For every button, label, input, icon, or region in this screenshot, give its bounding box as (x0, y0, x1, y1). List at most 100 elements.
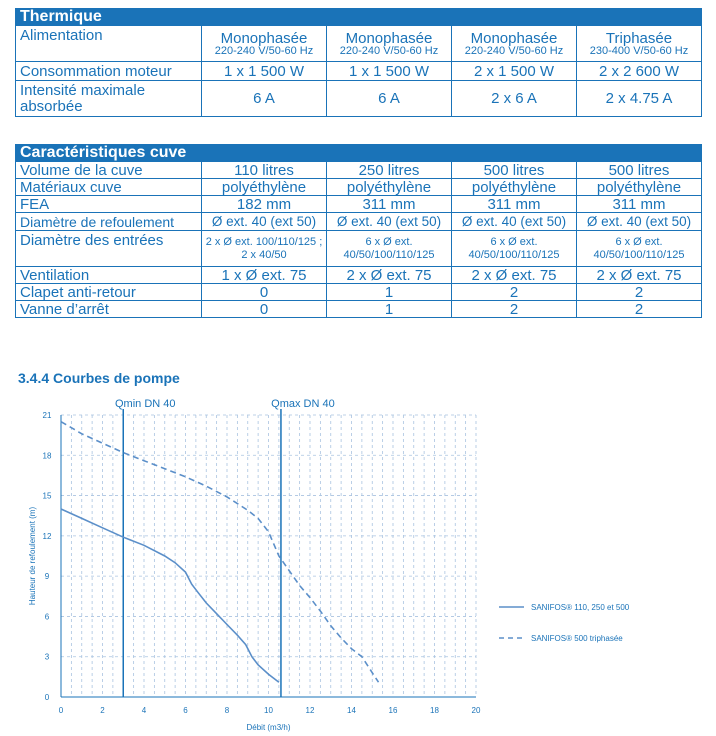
table-cell: 500 litres (451, 161, 577, 179)
table-cell: 6 x Ø ext. 40/50/100/110/125 (451, 230, 577, 267)
table-cell: 311 mm (451, 195, 577, 213)
reference-line-label: Qmin DN 40 (115, 398, 176, 410)
y-tick-label: 18 (43, 451, 52, 460)
x-tick-label: 12 (306, 706, 315, 715)
table-row: Intensité maximale absorbée 6 A 6 A 2 x … (15, 80, 703, 117)
table-cell: 1 (326, 283, 452, 301)
table-cell: 2 (451, 283, 577, 301)
reference-lines: Qmin DN 40 Qmax DN 40 (115, 398, 335, 697)
x-tick-label: 16 (389, 706, 398, 715)
table-cell: Ø ext. 40 (ext 50) (576, 212, 702, 231)
legend-label: SANIFOS® 110, 250 et 500 (531, 603, 630, 612)
row-label: Volume de la cuve (15, 161, 202, 179)
table-cell: 2 (576, 283, 702, 301)
y-tick-label: 6 (45, 612, 50, 621)
table-cell: 6 A (201, 80, 327, 117)
table-cell: 1 x 1 500 W (201, 61, 327, 81)
table-cell: Ø ext. 40 (ext 50) (451, 212, 577, 231)
y-tick-label: 3 (45, 653, 50, 662)
row-label: Alimentation (15, 25, 202, 62)
table-cell: polyéthylène (201, 178, 327, 196)
thermique-header-row: Thermique (14, 8, 703, 26)
pump-curve-chart: 0 2 4 6 8 10 12 14 16 18 20 0 3 6 9 12 15 18 21 Débit (m3/h… (28, 398, 630, 732)
table-cell: 2 (576, 300, 702, 318)
table-row: Vanne d’arrêt 0 1 2 2 (15, 300, 702, 318)
table-cell: 6 A (326, 80, 452, 117)
cell-main: Triphasée (605, 29, 673, 47)
x-tick-label: 10 (264, 706, 273, 715)
section-title: 3.4.4 Courbes de pompe (18, 370, 180, 386)
table-row: Matériaux cuve polyéthylène polyéthylène… (15, 178, 702, 196)
table-cell: 2 x Ø ext. 75 (451, 266, 577, 284)
cell-main: Monophasée (220, 29, 308, 47)
table-cell: 2 x 1 500 W (451, 61, 577, 81)
cell-sub: 220-240 V/50-60 Hz (214, 44, 314, 57)
table-cell: 1 x Ø ext. 75 (201, 266, 327, 284)
table-cell: polyéthylène (451, 178, 577, 196)
table-row: FEA 182 mm 311 mm 311 mm 311 mm (15, 195, 702, 213)
row-label: Diamètre de refoulement (15, 212, 202, 231)
y-tick-label: 9 (45, 572, 50, 581)
cuve-title: Caractéristiques cuve (15, 144, 702, 162)
y-tick-label: 15 (43, 492, 52, 501)
cell-sub: 220-240 V/50-60 Hz (464, 44, 564, 57)
cell-main: Monophasée (345, 29, 433, 47)
table-cell: 2 x 4.75 A (575, 80, 703, 117)
y-tick-label: 21 (43, 411, 52, 420)
table-cell: 2 x Ø ext. 75 (326, 266, 452, 284)
table-cell: 2 x 6 A (451, 80, 577, 117)
table-cell: Ø ext. 40 (ext 50) (326, 212, 452, 231)
y-tick-label: 12 (43, 532, 52, 541)
table-cell: 0 (201, 283, 327, 301)
x-tick-label: 6 (183, 706, 188, 715)
row-label: Matériaux cuve (15, 178, 202, 196)
row-label: Clapet anti-retour (15, 283, 202, 301)
table-cell: 6 x Ø ext. 40/50/100/110/125 (576, 230, 702, 267)
table-cell: polyéthylène (576, 178, 702, 196)
x-tick-label: 14 (347, 706, 356, 715)
x-axis-label: Débit (m3/h) (246, 723, 290, 732)
legend-label: SANIFOS® 500 triphasée (531, 634, 623, 643)
table-cell: 0 (201, 300, 327, 318)
table-cell: polyéthylène (326, 178, 452, 196)
table-cell: 1 (326, 300, 452, 318)
table-cell: 250 litres (326, 161, 452, 179)
table-cell: 311 mm (576, 195, 702, 213)
series-line (60, 508, 280, 683)
table-cell: 6 x Ø ext. 40/50/100/110/125 (326, 230, 452, 267)
thermique-title: Thermique (14, 8, 703, 26)
thermique-table: Thermique Alimentation Monophasée 220-240… (14, 8, 703, 117)
x-tick-label: 8 (225, 706, 230, 715)
table-row: Alimentation Monophasée 220-240 V/50-60 H… (15, 25, 703, 62)
table-row: Diamètre des entrées 2 x Ø ext. 100/110/… (15, 230, 702, 267)
table-cell: 2 x 2 600 W (575, 61, 703, 81)
table-cell: 2 x Ø ext. 100/110/125 ; 2 x 40/50 (201, 230, 327, 267)
chart-legend: SANIFOS® 110, 250 et 500 SANIFOS® 500 tri… (499, 603, 630, 643)
y-axis-label: Hauteur de refoulement (m) (28, 507, 37, 606)
x-tick-label: 4 (142, 706, 147, 715)
row-label: Consommation moteur (15, 61, 202, 81)
table-cell: 311 mm (326, 195, 452, 213)
x-tick-label: 20 (472, 706, 481, 715)
table-row: Ventilation 1 x Ø ext. 75 2 x Ø ext. 75 … (15, 266, 702, 284)
series-layer (60, 421, 380, 683)
cuve-header-row: Caractéristiques cuve (15, 144, 702, 162)
table-row: Consommation moteur 1 x 1 500 W 1 x 1 50… (15, 61, 703, 81)
table-cell: 1 x 1 500 W (326, 61, 452, 81)
chart-grid (61, 414, 477, 697)
y-tick-label: 0 (45, 693, 50, 702)
cell-main: Monophasée (470, 29, 558, 47)
table-cell: 500 litres (576, 161, 702, 179)
chart-axes: 0 2 4 6 8 10 12 14 16 18 20 0 3 6 9 12 15 18 21 Débit (m3/h… (28, 411, 481, 732)
table-cell: 182 mm (201, 195, 327, 213)
reference-line-label: Qmax DN 40 (271, 398, 335, 410)
series-line (60, 421, 380, 683)
cuve-table: Caractéristiques cuve Volume de la cuve … (15, 144, 702, 318)
x-tick-label: 0 (59, 706, 64, 715)
table-cell: 2 x Ø ext. 75 (576, 266, 702, 284)
row-label: Intensité maximale absorbée (15, 80, 202, 117)
table-cell: 2 (451, 300, 577, 318)
row-label: Vanne d’arrêt (15, 300, 202, 318)
table-cell: 110 litres (201, 161, 327, 179)
cell-sub: 220-240 V/50-60 Hz (339, 44, 439, 57)
